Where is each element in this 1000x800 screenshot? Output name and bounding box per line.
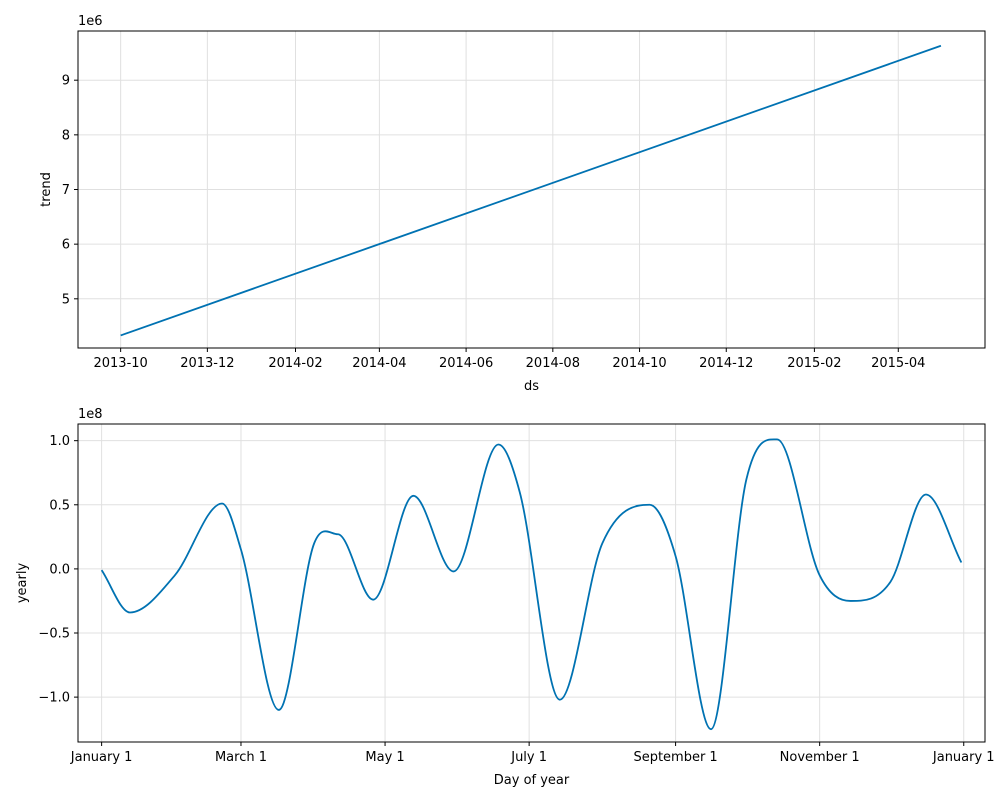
y-multiplier-label: 1e8: [78, 407, 103, 422]
y-multiplier-label: 1e6: [78, 14, 103, 29]
y-tick-label: −0.5: [38, 627, 70, 642]
x-tick-label: 2015-04: [871, 356, 925, 371]
y-axis-label: yearly: [15, 563, 30, 604]
trend-chart: 2013-10 2013-12 2014-02 2014-04 2014-06 2014-…: [39, 14, 986, 394]
axes-frame: [77, 423, 986, 743]
y-tick-label: 0.0: [49, 562, 70, 577]
x-tick-label: January 1: [70, 750, 133, 765]
y-tick-label: −1.0: [38, 691, 70, 706]
x-tick-label: 2014-10: [612, 356, 666, 371]
x-tick-label: 2014-08: [526, 356, 580, 371]
y-tick-label: 8: [62, 128, 70, 143]
y-tick-label: 5: [62, 292, 70, 307]
y-axis-label: trend: [39, 172, 54, 207]
yearly-chart: January 1 March 1 May 1 July 1 September 1 No…: [15, 407, 995, 788]
x-tick-label: 2015-02: [787, 356, 841, 371]
y-tick-label: 1.0: [49, 434, 70, 449]
x-tick-label: 2014-06: [439, 356, 493, 371]
series-line: [100, 438, 963, 731]
x-tick-label: 2014-02: [268, 356, 322, 371]
x-tick-label: 2014-12: [699, 356, 753, 371]
x-axis-label: Day of year: [494, 773, 570, 788]
x-tick-label: 2013-12: [180, 356, 234, 371]
x-tick-label: July 1: [510, 750, 547, 765]
y-tick-label: 6: [62, 238, 70, 253]
x-tick-label: January 1: [932, 750, 995, 765]
x-tick-label: November 1: [780, 750, 860, 765]
x-tick-label: March 1: [215, 750, 267, 765]
y-tick-label: 9: [62, 74, 70, 89]
x-axis-label: ds: [524, 379, 539, 394]
y-tick-label: 0.5: [49, 498, 70, 513]
x-tick-label: 2013-10: [93, 356, 147, 371]
x-tick-label: 2014-04: [352, 356, 406, 371]
y-tick-label: 7: [62, 183, 70, 198]
x-tick-label: September 1: [633, 750, 717, 765]
x-tick-label: May 1: [365, 750, 404, 765]
series-line: [120, 44, 942, 337]
